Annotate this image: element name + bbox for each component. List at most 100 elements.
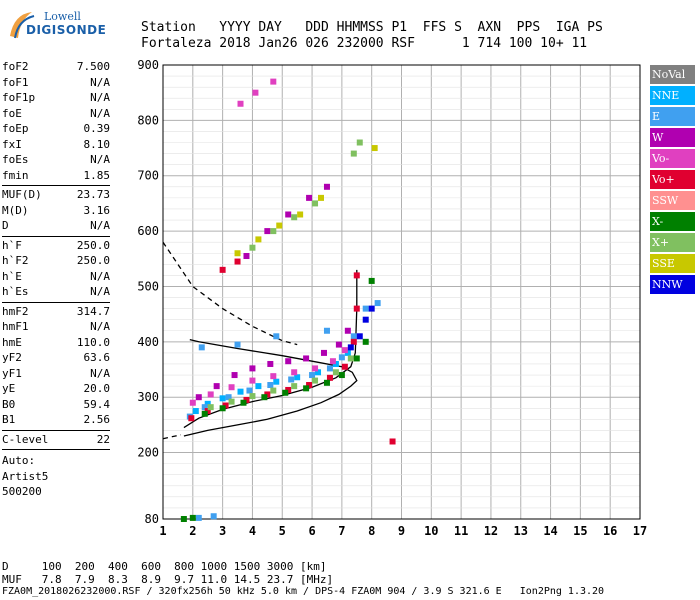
param-name: h`E: [2, 269, 22, 283]
param-value: N/A: [90, 75, 110, 89]
echo-point-sse: [371, 145, 378, 152]
param-name: foEp: [2, 122, 29, 135]
echo-point-e: [195, 514, 202, 521]
logo-text-lowell: Lowell: [44, 10, 81, 23]
echo-point-vo+: [389, 438, 396, 445]
echo-point-sse: [276, 222, 283, 229]
param-row: h`F 250.0: [2, 239, 110, 255]
echo-point-nnw: [347, 344, 354, 351]
echo-point-w: [303, 355, 310, 362]
echo-point-w: [285, 358, 292, 365]
header-values: Fortaleza 2018 Jan26 026 232000 RSF 1 71…: [141, 36, 588, 51]
echo-point-x-: [368, 277, 375, 284]
echo-point-vo+: [326, 374, 333, 381]
legend: NoVal NNE E W Vo- Vo+ SSW X- X+ SSE NNW: [650, 65, 695, 296]
echo-point-nne: [219, 395, 226, 402]
param-value: 1.85: [83, 168, 111, 182]
echo-point-x-: [282, 389, 289, 396]
footer-distance-line: D 100 200 400 600 800 1000 1500 3000 [km…: [2, 560, 327, 573]
param-row: yF1 N/A: [2, 367, 110, 383]
echo-point-e: [225, 394, 232, 401]
legend-item: Vo-: [650, 149, 695, 168]
param-name: yE: [2, 382, 16, 395]
echo-point-e: [309, 372, 316, 379]
param-value: N/A: [90, 320, 110, 333]
auto-artist: Artist5: [2, 469, 49, 483]
x-tick-label: 15: [573, 524, 587, 538]
echo-point-x-: [323, 379, 330, 386]
x-tick-label: 14: [543, 524, 557, 538]
param-value: 0.39: [83, 122, 111, 135]
param-row: hmE 110.0: [2, 336, 110, 352]
echo-point-vo+: [219, 266, 226, 273]
param-name: foF1p: [2, 91, 36, 104]
y-tick-label: 800: [137, 113, 159, 127]
echo-point-e: [246, 387, 253, 394]
footer-muf-line: MUF 7.8 7.9 8.3 8.9 9.7 11.0 14.5 23.7 […: [2, 573, 334, 586]
param-value: N/A: [90, 219, 110, 232]
echo-point-w: [285, 211, 292, 218]
param-value: 7.500: [76, 60, 110, 73]
param-value: 3.16: [83, 203, 111, 217]
echo-point-e: [273, 333, 280, 340]
echo-point-vo+: [306, 382, 313, 389]
x-tick-label: 5: [279, 524, 286, 538]
y-tick-label: 80: [145, 512, 159, 526]
param-name: h`F2: [2, 254, 29, 267]
separator: [2, 449, 110, 450]
echo-point-w: [213, 383, 220, 390]
param-value: 22: [96, 432, 110, 446]
echo-point-w: [264, 228, 271, 235]
x-tick-label: 10: [424, 524, 438, 538]
param-name: fmin: [2, 168, 29, 182]
echo-point-x+: [350, 150, 357, 157]
echo-point-e: [234, 341, 241, 348]
param-name: foE: [2, 106, 22, 120]
echo-point-vo-: [189, 399, 196, 406]
echo-point-e: [338, 354, 345, 361]
echo-point-x+: [356, 139, 363, 146]
x-tick-label: 8: [368, 524, 375, 538]
legend-item: X-: [650, 212, 695, 231]
y-tick-label: 500: [137, 279, 159, 293]
param-value: N/A: [90, 153, 110, 166]
param-name: foEs: [2, 153, 29, 166]
x-tick-label: 7: [338, 524, 345, 538]
echo-point-nne: [192, 408, 199, 415]
param-row: foF1p N/A: [2, 91, 110, 107]
echo-point-e: [362, 305, 369, 312]
x-tick-label: 6: [308, 524, 315, 538]
echo-point-x+: [291, 214, 298, 221]
echo-point-vo+: [350, 338, 357, 345]
param-row: fxI 8.10: [2, 138, 110, 154]
param-value: 110.0: [76, 335, 110, 349]
param-row: foF2 7.500: [2, 60, 110, 76]
echo-point-x-: [353, 355, 360, 362]
x-tick-label: 2: [189, 524, 196, 538]
echo-point-x-: [180, 516, 187, 522]
param-row: hmF2 314.7: [2, 305, 110, 321]
echo-point-vo-: [270, 373, 277, 380]
curve-profile: [183, 338, 358, 437]
param-row: foE N/A: [2, 107, 110, 123]
param-name: hmF2: [2, 304, 29, 318]
param-name: yF2: [2, 351, 22, 364]
param-row: yF2 63.6: [2, 351, 110, 367]
param-value: N/A: [90, 285, 110, 298]
logo-text-digisonde: DIGISONDE: [26, 23, 107, 37]
separator: [2, 429, 110, 431]
legend-item: SSE: [650, 254, 695, 273]
header-labels: Station YYYY DAY DDD HHMMSS P1 FFS S AXN…: [141, 20, 603, 35]
x-tick-label: 3: [219, 524, 226, 538]
param-value: N/A: [90, 106, 110, 120]
echo-point-w: [243, 253, 250, 260]
footer-file-line: FZA0M_2018026232000.RSF / 320fx256h 50 k…: [2, 586, 605, 597]
echo-point-nne: [315, 369, 322, 376]
plot-frame: [162, 64, 641, 520]
echo-point-w: [323, 183, 330, 190]
parameter-table: foF2 7.500 foF1 N/A foF1p N/A foE N/A foEp 0.39 fx…: [2, 60, 110, 501]
params-group-clevel: C-level 22: [2, 433, 110, 449]
echo-point-sse: [318, 194, 325, 201]
param-value: 314.7: [76, 304, 110, 318]
